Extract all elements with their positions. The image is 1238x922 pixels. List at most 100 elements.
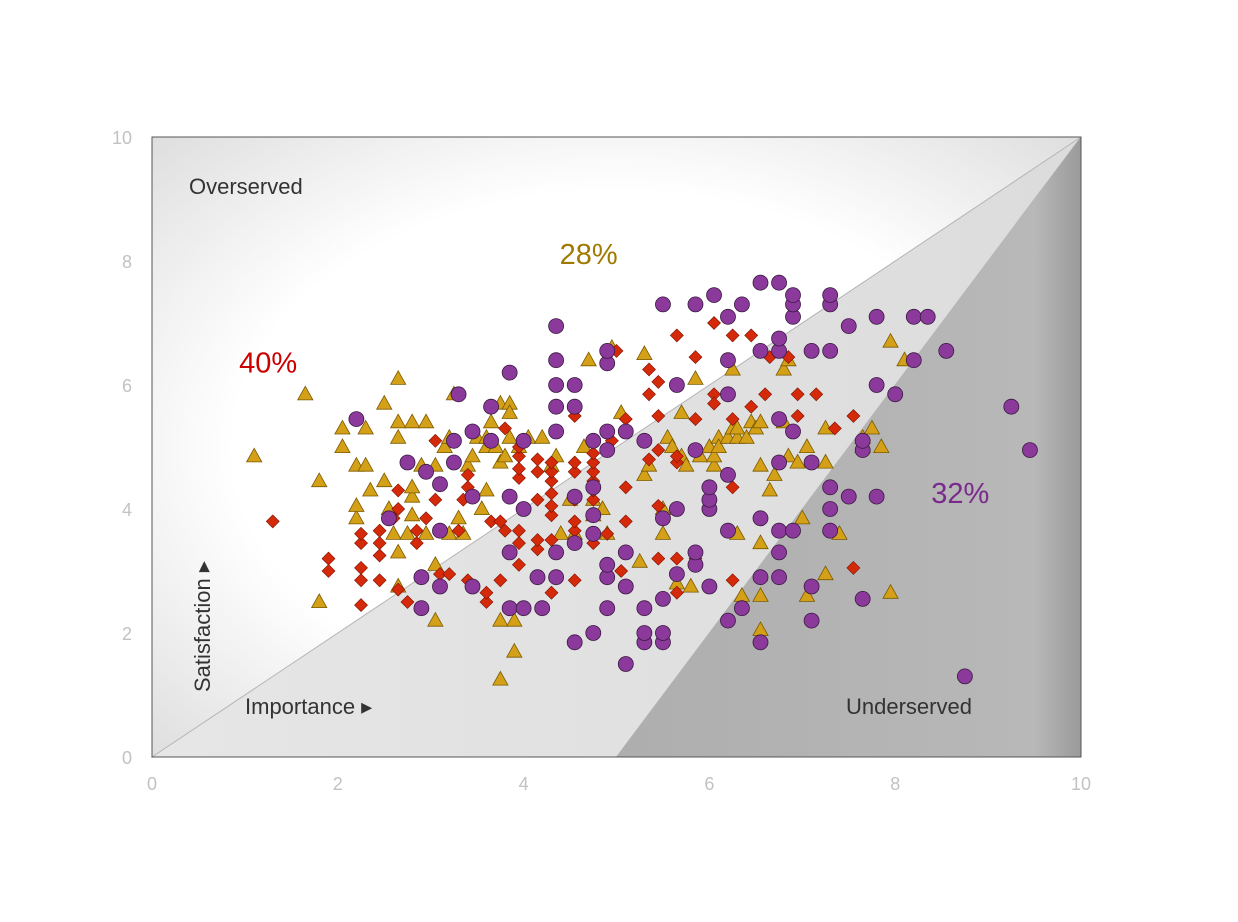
diamond-point — [498, 523, 512, 538]
y-tick-label: 0 — [122, 748, 132, 768]
diamond-point — [567, 514, 582, 529]
diamond-point — [354, 573, 368, 588]
circle-point — [720, 386, 736, 403]
triangle-point — [297, 385, 314, 401]
circle-point — [840, 318, 857, 335]
triangle-point — [417, 524, 435, 540]
triangle-point — [403, 506, 421, 522]
diamond-point — [391, 582, 406, 597]
circle-point — [446, 454, 462, 471]
triangle-point — [501, 428, 518, 444]
circle-point — [548, 398, 565, 415]
circle-point — [752, 634, 769, 651]
circle-point — [868, 377, 885, 393]
circle-point — [432, 522, 448, 539]
diamond-point — [400, 595, 415, 609]
triangle-point — [882, 583, 899, 599]
circle-point — [617, 423, 634, 440]
diamond-point — [354, 526, 368, 541]
diamond-point — [493, 573, 508, 588]
circle-point — [483, 398, 499, 415]
diamond-point — [651, 551, 666, 566]
circle-point — [938, 342, 955, 359]
circle-point — [701, 578, 718, 595]
circle-point — [803, 578, 820, 595]
circle-point — [854, 591, 871, 607]
diamond-point — [354, 560, 368, 575]
triangle-point — [552, 524, 570, 540]
circle-point — [701, 479, 718, 496]
triangle-point — [473, 500, 491, 515]
circle-point — [655, 296, 671, 313]
triangle-point — [417, 413, 435, 429]
triangle-point — [631, 552, 649, 568]
plot-area-frame — [151, 136, 1082, 758]
circle-point — [803, 342, 820, 359]
diamond-point — [758, 387, 773, 402]
triangle-point — [677, 456, 695, 472]
x-tick-label: 10 — [1071, 774, 1091, 794]
diamond-point — [479, 585, 494, 600]
diamond-point — [321, 564, 336, 578]
circle-point — [585, 479, 602, 496]
circle-point — [548, 569, 565, 586]
circle-point — [548, 352, 565, 369]
circle-point — [585, 625, 602, 641]
diamond-point — [669, 585, 684, 600]
circle-point — [464, 423, 481, 440]
triangle-point — [385, 524, 402, 540]
diamond-point — [790, 409, 805, 423]
circle-point — [599, 342, 616, 359]
triangle-point — [687, 369, 704, 385]
triangle-point — [399, 524, 416, 540]
diamond-point — [530, 464, 545, 479]
triangle-point — [348, 509, 365, 525]
triangle-point — [752, 586, 769, 602]
diamond-point — [372, 573, 387, 588]
triangle-point — [794, 509, 811, 525]
circle-point — [720, 522, 736, 539]
diamond-point — [544, 508, 559, 523]
triangle-point — [752, 413, 769, 429]
circle-point — [380, 510, 397, 527]
circle-point — [868, 488, 885, 505]
circle-point — [919, 308, 936, 325]
triangle-point — [533, 428, 551, 444]
diamond-point — [600, 526, 615, 541]
diamond-point — [442, 567, 457, 582]
diamond-point — [391, 502, 406, 516]
circle-point — [771, 274, 787, 291]
diamond-point — [567, 573, 582, 588]
circle-point — [534, 600, 551, 617]
circle-point — [785, 522, 801, 539]
y-tick-label: 2 — [122, 624, 132, 644]
circle-point — [529, 569, 546, 586]
diamond-point — [265, 514, 280, 529]
triangle-point — [403, 413, 421, 429]
diamond-point — [744, 399, 759, 414]
circle-point — [752, 569, 769, 586]
circle-point — [720, 612, 736, 629]
triangle-point — [682, 577, 700, 593]
circle-point — [771, 330, 787, 347]
diamond-point — [586, 446, 601, 461]
circle-point — [413, 600, 430, 617]
diamond-point — [651, 409, 666, 423]
circle-point — [464, 488, 481, 505]
triangle-point — [310, 593, 328, 608]
diamond-point — [642, 387, 656, 402]
circle-point — [822, 342, 839, 359]
circle-point — [548, 544, 565, 561]
diamond-point — [372, 548, 387, 563]
circle-point — [771, 411, 787, 428]
diamond-point — [669, 328, 684, 343]
triangle-point — [389, 369, 407, 385]
diamond-point — [530, 542, 545, 557]
circle-point — [636, 625, 653, 641]
circle-point — [515, 432, 532, 449]
circle-point — [752, 274, 769, 291]
diamond-point — [688, 350, 703, 365]
diamond-point — [846, 409, 861, 423]
diamond-point — [544, 455, 559, 470]
